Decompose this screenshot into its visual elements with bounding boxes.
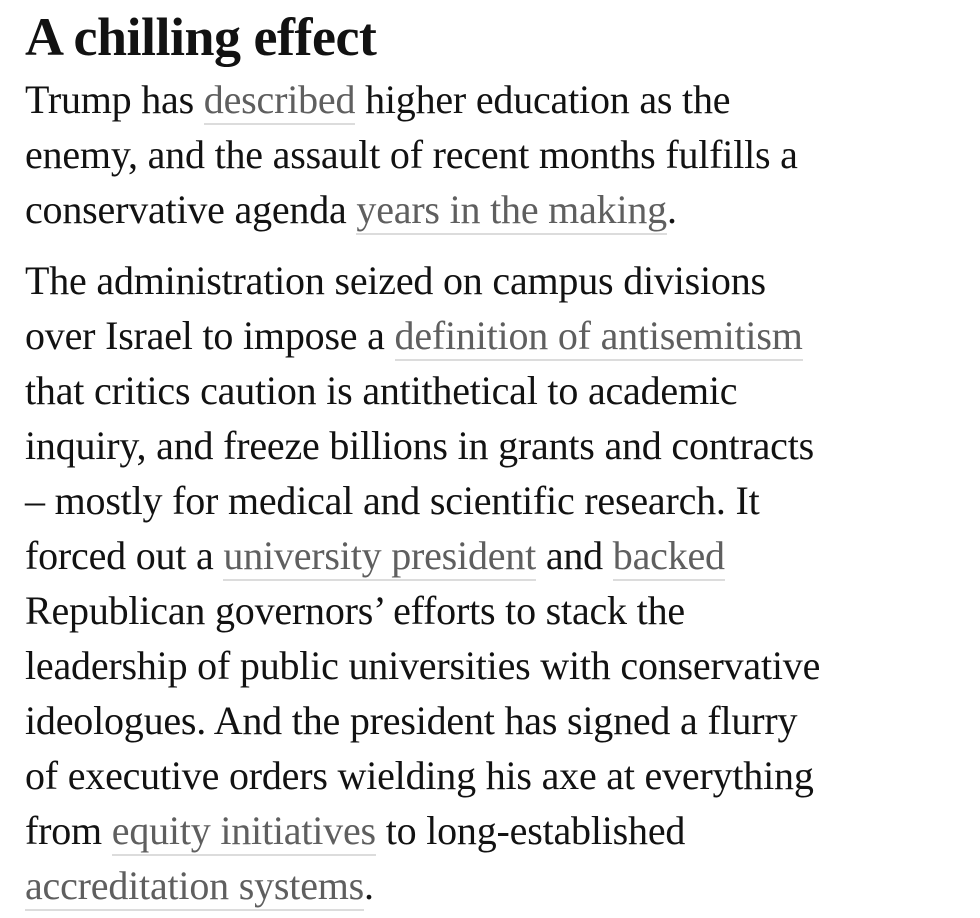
link-university-president[interactable]: university president [223, 533, 536, 581]
text-line: Republican governors’ efforts to stack t… [25, 583, 960, 638]
link-described[interactable]: described [203, 77, 355, 125]
text-segment: inquiry, and freeze billions in grants a… [25, 423, 814, 468]
article-body: Trump has described higher education as … [25, 72, 960, 913]
text-line: of executive orders wielding his axe at … [25, 748, 960, 803]
text-line: leadership of public universities with c… [25, 638, 960, 693]
text-segment: higher education as the [355, 77, 731, 122]
link-definition-of-antisemitism[interactable]: definition of antisemitism [394, 313, 803, 361]
link-backed[interactable]: backed [612, 533, 725, 581]
text-line: Trump has described higher education as … [25, 72, 960, 127]
text-segment: . [364, 863, 374, 908]
text-segment: over Israel to impose a [25, 313, 395, 358]
text-line: over Israel to impose a definition of an… [25, 308, 960, 363]
link-accreditation-systems[interactable]: accreditation systems [25, 863, 364, 911]
text-segment: and [536, 533, 613, 578]
text-line: enemy, and the assault of recent months … [25, 127, 960, 182]
text-line: that critics caution is antithetical to … [25, 363, 960, 418]
text-line: inquiry, and freeze billions in grants a… [25, 418, 960, 473]
link-years-in-the-making[interactable]: years in the making [356, 187, 667, 235]
text-line: ideologues. And the president has signed… [25, 693, 960, 748]
text-segment: that critics caution is antithetical to … [25, 368, 738, 413]
text-segment: to long-established [375, 808, 686, 853]
text-line: – mostly for medical and scientific rese… [25, 473, 960, 528]
text-segment: The administration seized on campus divi… [25, 258, 766, 303]
text-line: accreditation systems. [25, 858, 960, 913]
link-equity-initiatives[interactable]: equity initiatives [111, 808, 376, 856]
text-segment: conservative agenda [25, 187, 357, 232]
text-line: conservative agenda years in the making. [25, 182, 960, 237]
article-heading: A chilling effect [25, 7, 377, 67]
paragraph: Trump has described higher education as … [25, 72, 960, 237]
text-segment: – mostly for medical and scientific rese… [25, 478, 760, 523]
paragraph: The administration seized on campus divi… [25, 253, 960, 913]
text-segment: enemy, and the assault of recent months … [25, 132, 798, 177]
text-segment: of executive orders wielding his axe at … [25, 753, 814, 798]
text-segment: Trump has [25, 77, 204, 122]
text-segment: ideologues. And the president has signed… [25, 698, 798, 743]
text-line: The administration seized on campus divi… [25, 253, 960, 308]
text-line: forced out a university president and ba… [25, 528, 960, 583]
text-segment: Republican governors’ efforts to stack t… [25, 588, 685, 633]
text-line: from equity initiatives to long-establis… [25, 803, 960, 858]
text-segment: leadership of public universities with c… [25, 643, 821, 688]
text-segment: forced out a [25, 533, 224, 578]
text-segment: from [25, 808, 112, 853]
text-segment: . [666, 187, 677, 232]
